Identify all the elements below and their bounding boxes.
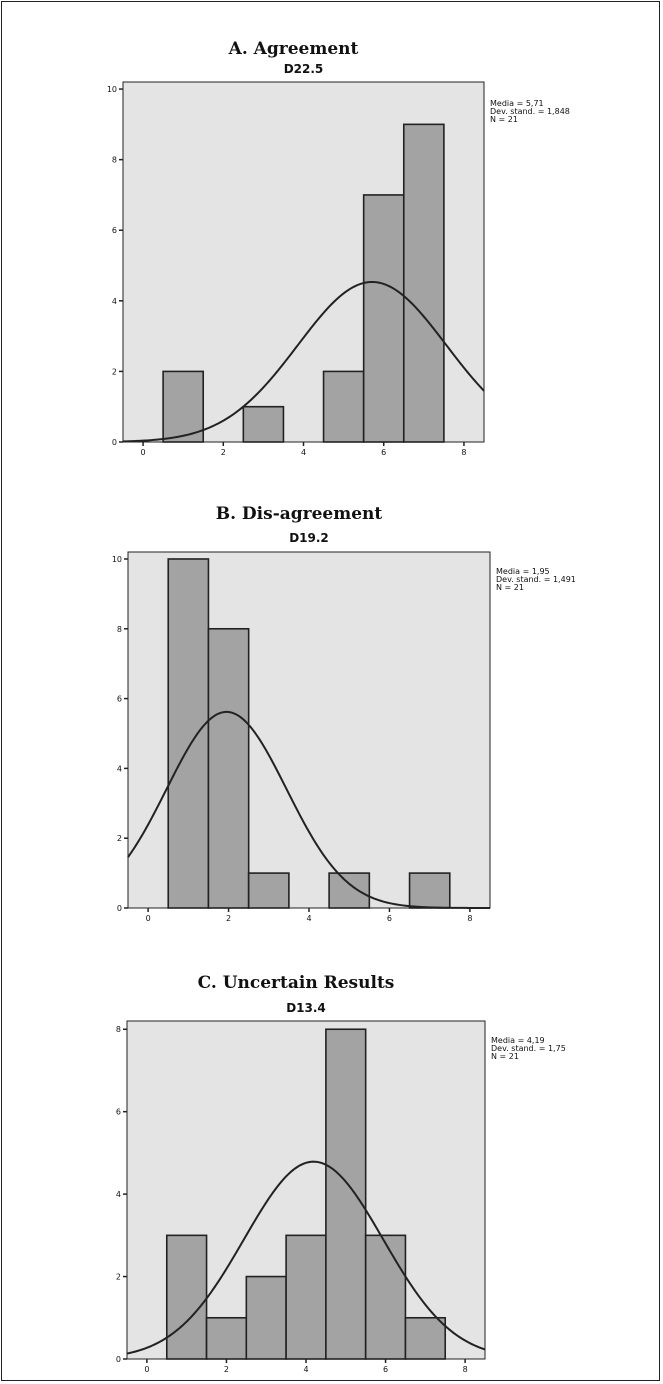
y-tick-label: 4 xyxy=(117,764,122,773)
histogram-bar-2 xyxy=(242,405,285,443)
x-tick-label: 4 xyxy=(303,1365,308,1374)
stats-line-1: Media = 4,19 xyxy=(491,1036,545,1045)
y-tick-label: 10 xyxy=(112,555,122,564)
x-tick-label: 6 xyxy=(383,1365,388,1374)
x-tick-label: 2 xyxy=(221,448,226,457)
histogram-bar-4 xyxy=(362,194,405,443)
histogram-bar-3 xyxy=(245,1275,287,1360)
y-tick-label: 0 xyxy=(116,1355,121,1364)
chart-title: C. Uncertain Results xyxy=(198,973,395,993)
y-tick-label: 2 xyxy=(116,1273,121,1282)
histogram-bar-1 xyxy=(167,558,210,909)
y-tick-label: 6 xyxy=(117,695,122,704)
chart-title: B. Dis-agreement xyxy=(216,504,383,524)
stats-line-1: Media = 1,95 xyxy=(496,567,550,576)
y-tick-label: 6 xyxy=(116,1108,121,1117)
stats-line-3: N = 21 xyxy=(496,583,524,592)
x-tick-label: 2 xyxy=(224,1365,229,1374)
stats-line-3: N = 21 xyxy=(491,1052,519,1061)
normal-curve xyxy=(122,280,485,443)
histogram-bar-7 xyxy=(404,1316,447,1360)
y-tick-label: 4 xyxy=(112,297,117,306)
x-tick-label: 8 xyxy=(467,914,472,923)
x-tick-label: 6 xyxy=(381,448,386,457)
panel-a-agreement: A. Agreement D22.5 0 2 4 6 8 10 0 2 4 6 8 Media = 5,7… xyxy=(107,39,570,457)
chart-subtitle: D22.5 xyxy=(284,62,324,76)
x-tick-label: 0 xyxy=(144,1365,149,1374)
x-tick-label: 0 xyxy=(146,914,151,923)
y-tick-label: 6 xyxy=(112,226,117,235)
x-tick-label: 2 xyxy=(226,914,231,923)
y-tick-label: 2 xyxy=(112,367,117,376)
y-tick-label: 8 xyxy=(116,1025,121,1034)
panel-b-disagreement: B. Dis-agreement D19.2 0 2 4 6 8 10 0 2 4 6 8 Media =… xyxy=(112,504,576,923)
x-tick-label: 6 xyxy=(387,914,392,923)
histogram-bar-1 xyxy=(165,1234,208,1360)
y-tick-label: 10 xyxy=(107,85,117,94)
panel-c-uncertain-results: C. Uncertain Results D13.4 0 2 4 6 8 0 2 4 6 8 Media… xyxy=(116,973,566,1374)
histogram-bar-5 xyxy=(408,872,451,909)
stats-line-3: N = 21 xyxy=(490,115,518,124)
y-tick-label: 0 xyxy=(112,438,117,447)
y-tick-label: 2 xyxy=(117,834,122,843)
histogram-bar-4 xyxy=(285,1234,327,1360)
histogram-bar-4 xyxy=(328,872,371,909)
histogram-bar-1 xyxy=(162,370,205,443)
stats-line-2: Dev. stand. = 1,75 xyxy=(491,1044,566,1053)
y-tick-label: 8 xyxy=(112,156,117,165)
y-tick-label: 0 xyxy=(117,904,122,913)
histogram-bar-6 xyxy=(364,1234,407,1360)
chart-subtitle: D13.4 xyxy=(286,1001,326,1015)
x-tick-label: 8 xyxy=(461,448,466,457)
histogram-bar-3 xyxy=(247,872,290,909)
x-tick-label: 0 xyxy=(141,448,146,457)
normal-curve xyxy=(127,710,490,909)
histogram-bar-2 xyxy=(205,1316,248,1360)
histogram-bar-5 xyxy=(325,1028,367,1360)
histogram-bar-5 xyxy=(402,123,445,443)
y-tick-label: 8 xyxy=(117,625,122,634)
histogram-bar-2 xyxy=(207,627,250,909)
x-tick-label: 4 xyxy=(306,914,311,923)
chart-title: A. Agreement xyxy=(228,39,359,59)
x-tick-label: 8 xyxy=(463,1365,468,1374)
normal-curve xyxy=(126,1160,486,1355)
chart-subtitle: D19.2 xyxy=(289,531,329,545)
histogram-bar-3 xyxy=(322,370,365,443)
stats-line-2: Dev. stand. = 1,491 xyxy=(496,575,576,584)
y-tick-label: 4 xyxy=(116,1190,121,1199)
stats-line-2: Dev. stand. = 1,848 xyxy=(490,107,570,116)
x-tick-label: 4 xyxy=(301,448,306,457)
stats-line-1: Media = 5,71 xyxy=(490,99,544,108)
